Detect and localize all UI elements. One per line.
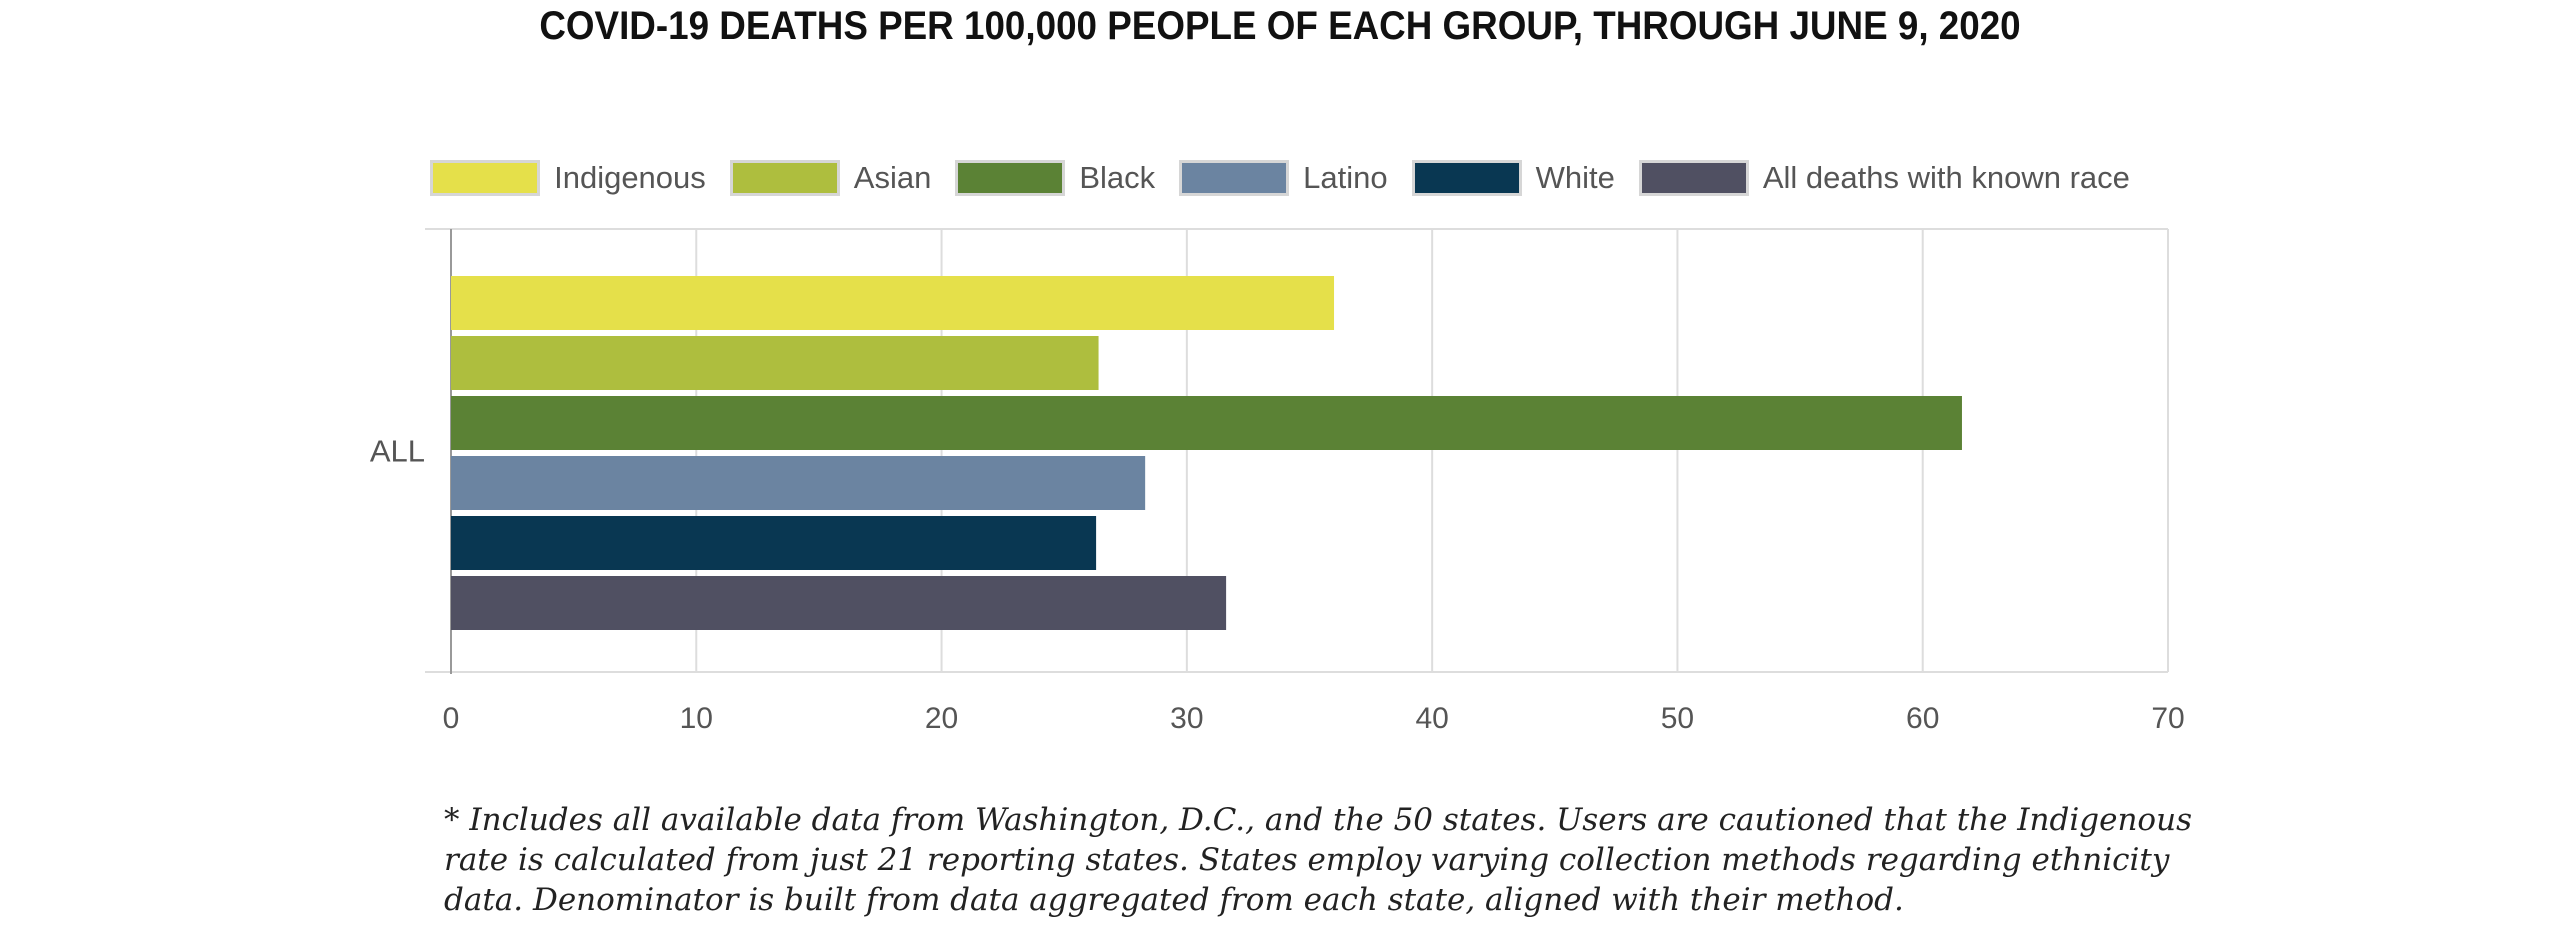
bar-black — [451, 396, 1962, 450]
legend-swatch — [1411, 160, 1522, 196]
bar-chart: 0 10 20 30 40 50 60 70 ALL — [370, 228, 2185, 735]
bar-all-deaths-with-known-race — [451, 576, 1227, 630]
x-tick-label: 30 — [1170, 702, 1203, 735]
legend-label: All deaths with known race — [1762, 160, 2130, 195]
legend-item[interactable]: Indigenous — [430, 160, 706, 196]
chart-legend: Indigenous Asian Black Latino White All death… — [0, 160, 2560, 196]
legend-item[interactable]: Black — [955, 160, 1155, 196]
legend-item[interactable]: All deaths with known race — [1638, 160, 2130, 196]
legend-label: Asian — [853, 160, 932, 195]
legend-label: Black — [1079, 160, 1156, 195]
chart-title: COVID-19 DEATHS PER 100,000 PEOPLE OF EA… — [539, 4, 2021, 48]
x-tick-label: 60 — [1906, 702, 1939, 735]
x-tick-label: 20 — [925, 702, 958, 735]
bar-indigenous — [451, 276, 1335, 330]
x-tick-label: 50 — [1661, 702, 1694, 735]
legend-item[interactable]: Latino — [1179, 160, 1388, 196]
footnote: * Includes all available data from Washi… — [444, 802, 2192, 918]
bar-white — [451, 516, 1097, 570]
legend-swatch — [955, 160, 1066, 196]
x-tick-label: 0 — [443, 702, 460, 735]
x-tick-label: 70 — [2151, 702, 2184, 735]
legend-swatch — [430, 160, 541, 196]
y-category-label: ALL — [370, 434, 425, 469]
legend-label: Indigenous — [554, 160, 706, 195]
bar-asian — [451, 336, 1099, 390]
bar-latino — [451, 456, 1146, 510]
legend-swatch — [729, 160, 840, 196]
x-tick-label: 40 — [1415, 702, 1448, 735]
legend-item[interactable]: Asian — [729, 160, 932, 196]
legend-swatch — [1179, 160, 1290, 196]
x-tick-label: 10 — [680, 702, 713, 735]
legend-label: Latino — [1303, 160, 1388, 195]
legend-label: White — [1535, 160, 1615, 195]
legend-item[interactable]: White — [1411, 160, 1615, 196]
legend-swatch — [1638, 160, 1749, 196]
